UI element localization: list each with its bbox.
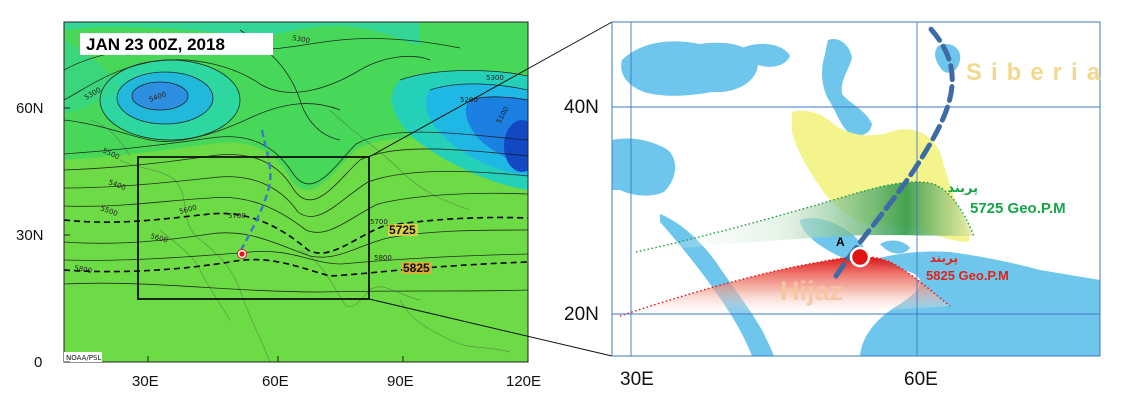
left-geopotential-map: 5300 540055005300520051005300540055005600…	[16, 21, 541, 390]
contour-label: 5800	[74, 264, 93, 275]
right-y-tick-20n: 20N	[564, 304, 599, 325]
left-y-tick-60n: 60N	[16, 100, 44, 117]
trough-axis	[833, 25, 955, 279]
red-persian-label: پربند	[930, 251, 958, 265]
contour-label: 5700	[228, 212, 246, 220]
red-fan	[620, 256, 950, 316]
left-x-tick-60e: 60E	[262, 373, 289, 390]
siberia-label: Siberia	[966, 59, 1109, 86]
contour-label: 5300	[486, 74, 504, 82]
contour-label: 5300	[292, 34, 311, 45]
green-geo-label: 5725 Geo.P.M	[970, 200, 1066, 217]
credit-label: NOAA/PSL	[66, 354, 101, 362]
connector-top	[368, 21, 613, 158]
red-geo-label: 5825 Geo.P.M	[926, 268, 1009, 283]
left-x-tick-30e: 30E	[132, 373, 159, 390]
contour-label: 5800	[374, 254, 392, 262]
contour-label: 5200	[460, 96, 478, 104]
green-persian-label: پربند	[947, 181, 978, 196]
green-fan	[636, 181, 974, 252]
connector-bottom	[368, 298, 613, 357]
dashed-label-5725: 5725	[389, 223, 416, 237]
left-y-tick-0: 0	[34, 354, 42, 371]
hijaz-label: Hijaz	[780, 276, 843, 306]
point-a-label: A	[836, 235, 845, 249]
dashed-label-5825: 5825	[403, 261, 430, 275]
left-x-tick-120e: 120E	[506, 373, 541, 390]
contour-label: 5700	[370, 218, 388, 226]
right-x-tick-30e: 30E	[620, 369, 654, 390]
point-a-marker	[849, 246, 871, 268]
right-y-tick-40n: 40N	[564, 97, 599, 118]
date-label: JAN 23 00Z, 2018	[86, 35, 225, 54]
left-y-tick-30n: 30N	[16, 227, 44, 244]
right-schematic-map: Siberia Hijaz A پربند 5725 Geo.P.M پربند…	[564, 21, 1109, 390]
focus-box	[137, 156, 370, 300]
left-x-tick-90e: 90E	[387, 373, 414, 390]
right-x-tick-60e: 60E	[904, 369, 938, 390]
